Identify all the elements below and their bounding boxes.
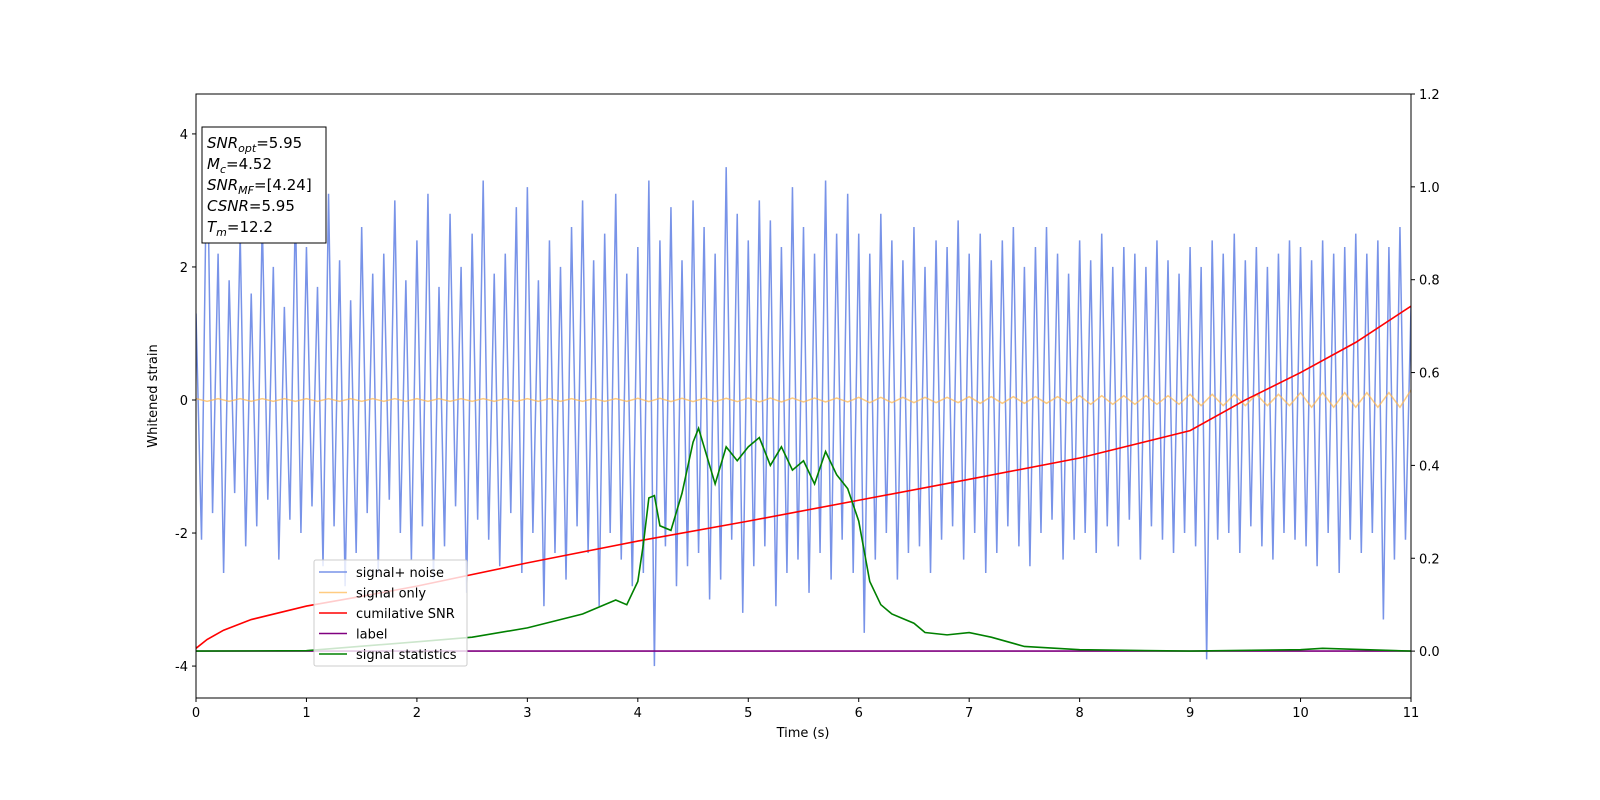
- legend-box: [313, 559, 468, 667]
- annotation-line: SNRMF=[4.24]: [207, 176, 312, 197]
- y-tick-label: -4: [175, 660, 188, 675]
- series-line: [196, 389, 1411, 409]
- series-line: [196, 305, 1411, 649]
- x-tick-label: 7: [965, 706, 973, 721]
- annotation-main: M: [207, 155, 220, 173]
- legend-label: label: [356, 628, 387, 643]
- y-tick-label: 4: [180, 128, 188, 143]
- y-tick-label: 2: [180, 261, 188, 276]
- x-tick-label: 10: [1292, 706, 1309, 721]
- legend-label: signal only: [356, 587, 426, 602]
- annotation-rest: =[4.24]: [254, 176, 312, 194]
- legend-label: signal statistics: [356, 648, 457, 663]
- x-tick-label: 5: [744, 706, 752, 721]
- annotation-main: CSNR: [207, 197, 249, 215]
- annotation-sub: opt: [238, 142, 257, 155]
- annotation-rest: =4.52: [226, 155, 272, 173]
- x-axis-label: Time (s): [776, 726, 830, 741]
- annotation-line: Mc=4.52: [207, 155, 272, 176]
- annotation-sub: m: [216, 226, 227, 239]
- annotation-rest: =12.2: [227, 218, 273, 236]
- y-tick-label: 0: [180, 394, 188, 409]
- y2-tick-label: 0.6: [1419, 367, 1440, 382]
- y2-tick-label: 0.0: [1419, 645, 1440, 660]
- x-tick-label: 9: [1186, 706, 1194, 721]
- y2-tick-label: 1.0: [1419, 181, 1440, 196]
- plot-frame: [195, 93, 1412, 699]
- annotation-line: SNRopt=5.95: [207, 134, 302, 155]
- annotation-box: [201, 126, 327, 244]
- x-tick-label: 0: [192, 706, 200, 721]
- y-tick-label: -2: [175, 527, 188, 542]
- y2-tick-label: 1.2: [1419, 88, 1440, 103]
- annotation-main: SNR: [207, 176, 238, 194]
- legend-label: signal+ noise: [356, 566, 444, 581]
- annotation-sub: MF: [238, 184, 254, 197]
- y2-tick-label: 0.4: [1419, 459, 1440, 474]
- annotation-line: Tm=12.2: [207, 218, 273, 239]
- y-axis-label: Whitened strain: [146, 344, 161, 447]
- series-line: [196, 127, 1411, 667]
- x-tick-label: 8: [1075, 706, 1083, 721]
- x-tick-label: 11: [1403, 706, 1420, 721]
- annotation-main: SNR: [207, 134, 238, 152]
- series-line: [196, 425, 1411, 652]
- y2-tick-label: 0.8: [1419, 274, 1440, 289]
- annotation-rest: =5.95: [249, 197, 295, 215]
- x-tick-label: 4: [634, 706, 642, 721]
- annotation-sub: c: [220, 163, 226, 176]
- annotation-rest: =5.95: [256, 134, 302, 152]
- x-tick-label: 2: [413, 706, 421, 721]
- x-tick-label: 1: [302, 706, 310, 721]
- legend-label: cumilative SNR: [356, 607, 455, 622]
- annotation-main: T: [207, 218, 218, 236]
- x-tick-label: 6: [855, 706, 863, 721]
- x-tick-label: 3: [523, 706, 531, 721]
- y2-tick-label: 0.2: [1419, 552, 1440, 567]
- annotation-line: CSNR=5.95: [207, 197, 295, 215]
